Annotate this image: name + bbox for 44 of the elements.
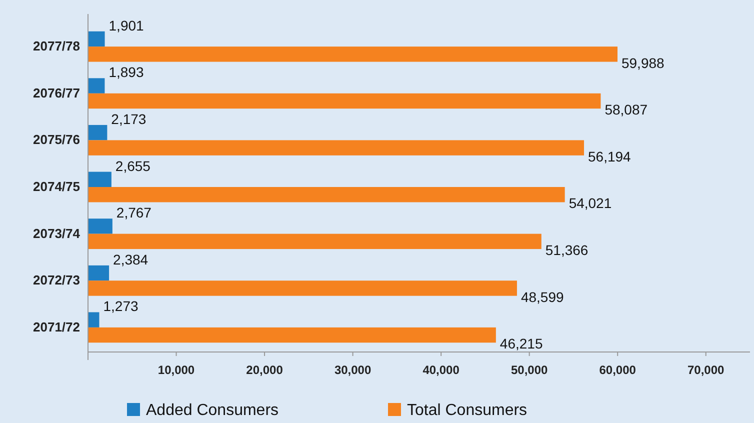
- legend-label: Added Consumers: [146, 402, 279, 419]
- data-label: 1,893: [108, 64, 144, 80]
- bar: [88, 265, 110, 281]
- legend-label: Total Consumers: [407, 402, 528, 419]
- bar: [88, 312, 100, 328]
- data-label: 2,384: [113, 251, 148, 268]
- data-label: 51,366: [545, 242, 588, 258]
- x-tick-label: 50,000: [510, 363, 548, 377]
- data-label: 2,173: [111, 110, 146, 127]
- data-label: 56,194: [588, 148, 632, 164]
- bar: [88, 234, 542, 250]
- data-label: 2,767: [116, 204, 152, 221]
- x-tick-label: 30,000: [334, 363, 372, 377]
- bar: [88, 124, 108, 140]
- data-label: 46,215: [500, 336, 543, 352]
- y-tick-label: 2072/73: [33, 272, 80, 288]
- bar: [88, 280, 517, 296]
- data-label: 48,599: [520, 288, 564, 305]
- data-label: 58,087: [604, 102, 648, 118]
- data-label: 1,273: [103, 298, 138, 314]
- x-tick-label: 40,000: [422, 363, 460, 377]
- y-tick-label: 2073/74: [33, 226, 81, 241]
- bar: [88, 172, 112, 187]
- y-tick-label: 2077/78: [33, 38, 80, 54]
- data-label: 1,901: [108, 17, 144, 34]
- data-label: 2,655: [115, 158, 151, 174]
- data-label: 54,021: [568, 195, 612, 212]
- y-tick-label: 2074/75: [33, 179, 80, 194]
- bar: [88, 46, 618, 62]
- y-tick-label: 2076/77: [33, 85, 80, 100]
- bar: [88, 93, 601, 109]
- bar: [88, 187, 565, 202]
- data-label: 59,988: [621, 54, 665, 71]
- x-tick-label: 20,000: [246, 363, 284, 377]
- y-tick-label: 2071/72: [33, 319, 80, 334]
- bar: [88, 31, 105, 47]
- x-tick-label: 10,000: [158, 363, 195, 377]
- bar: [88, 78, 105, 94]
- x-tick-label: 70,000: [688, 363, 725, 377]
- bar: [88, 140, 584, 156]
- y-tick-label: 2075/76: [33, 132, 80, 148]
- x-tick-label: 60,000: [599, 363, 636, 377]
- bar: [88, 327, 496, 343]
- bar: [88, 218, 112, 234]
